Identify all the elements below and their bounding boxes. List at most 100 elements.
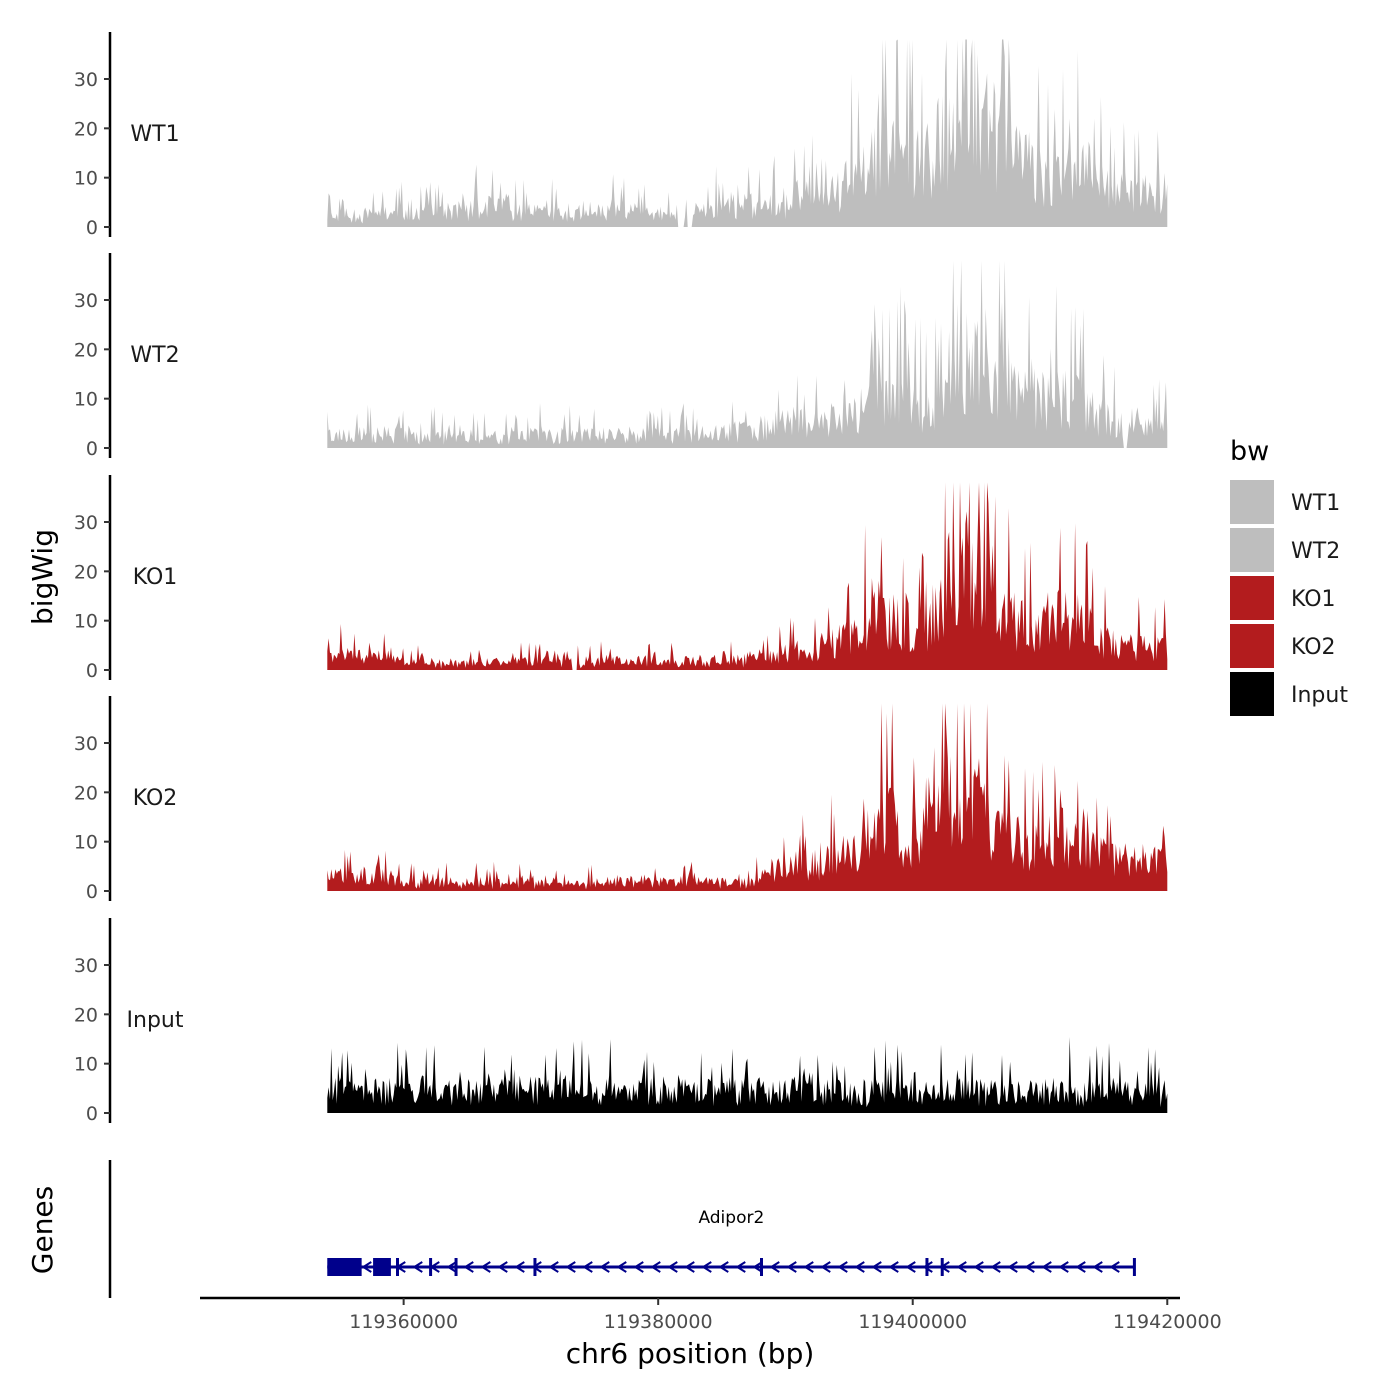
- track-label-input: Input: [127, 1008, 184, 1033]
- legend-key-ko2: [1230, 624, 1274, 668]
- strand-arrow: [1041, 1261, 1052, 1273]
- strand-arrow: [888, 1261, 899, 1273]
- signal-area-ko2: [327, 703, 1168, 891]
- strand-arrow: [446, 1261, 457, 1273]
- strand-arrow: [548, 1261, 559, 1273]
- signal-area-wt2: [327, 260, 1168, 448]
- x-tick-label: 119400000: [858, 1311, 967, 1333]
- y-tick-label: 30: [74, 955, 98, 977]
- strand-arrow: [735, 1261, 746, 1273]
- legend-title: bw: [1230, 436, 1269, 467]
- signal-area-ko1: [327, 482, 1168, 670]
- strand-arrow: [514, 1261, 525, 1273]
- strand-arrow: [531, 1261, 542, 1273]
- strand-arrow: [905, 1261, 916, 1273]
- strand-arrow: [463, 1261, 474, 1273]
- y-tick-label: 30: [74, 69, 98, 91]
- gene-exon: [454, 1258, 458, 1276]
- strand-arrow: [1058, 1261, 1069, 1273]
- strand-arrow: [956, 1261, 967, 1273]
- y-tick-label: 30: [74, 512, 98, 534]
- x-tick-label: 119420000: [1113, 1311, 1222, 1333]
- legend-key-wt1: [1230, 480, 1274, 524]
- strand-arrow: [1024, 1261, 1035, 1273]
- strand-arrow: [871, 1261, 882, 1273]
- strand-arrow: [582, 1261, 593, 1273]
- x-axis-title: chr6 position (bp): [566, 1337, 815, 1370]
- gene-exon: [925, 1258, 929, 1276]
- legend-key-input: [1230, 672, 1274, 716]
- legend-label-ko2: KO2: [1291, 635, 1336, 660]
- y-tick-label: 10: [74, 389, 98, 411]
- y-tick-label: 10: [74, 1054, 98, 1076]
- y-tick-label: 20: [74, 561, 98, 583]
- strand-arrow: [837, 1261, 848, 1273]
- strand-arrow: [565, 1261, 576, 1273]
- y-tick-label: 10: [74, 611, 98, 633]
- strand-arrow: [701, 1261, 712, 1273]
- y-tick-label: 0: [86, 438, 98, 460]
- legend-label-input: Input: [1291, 683, 1348, 708]
- x-axis: 119360000 119380000 119400000 119420000: [200, 1296, 1222, 1333]
- strand-arrow: [684, 1261, 695, 1273]
- strand-arrow: [752, 1261, 763, 1273]
- track-ko2: 0 10 20 30 KO2: [74, 696, 1168, 903]
- y-axis-title: bigWig: [26, 529, 59, 625]
- gene-exon: [940, 1258, 944, 1276]
- strand-arrow: [803, 1261, 814, 1273]
- gene-label: Adipor2: [698, 1208, 764, 1228]
- track-input: 0 10 20 30 Input: [74, 918, 1168, 1125]
- strand-arrow: [497, 1261, 508, 1273]
- track-wt2: 0 10 20 30 WT2: [74, 253, 1168, 460]
- legend-label-wt1: WT1: [1291, 491, 1340, 516]
- y-tick-label: 0: [86, 881, 98, 903]
- y-tick-label: 10: [74, 832, 98, 854]
- genes-track: Adipor2: [108, 1160, 1136, 1298]
- strand-arrow: [1075, 1261, 1086, 1273]
- legend-key-wt2: [1230, 528, 1274, 572]
- gene-exon: [533, 1258, 537, 1276]
- strand-arrow: [1092, 1261, 1103, 1273]
- track-label-ko1: KO1: [133, 565, 178, 590]
- y-tick-label: 0: [86, 660, 98, 682]
- y-tick-label: 20: [74, 339, 98, 361]
- strand-arrow: [922, 1261, 933, 1273]
- strand-arrow: [633, 1261, 644, 1273]
- track-label-ko2: KO2: [133, 786, 178, 811]
- track-wt1: 0 10 20 30 WT1: [74, 32, 1168, 239]
- genes-track-title: Genes: [26, 1186, 59, 1274]
- strand-arrow: [769, 1261, 780, 1273]
- y-tick-label: 0: [86, 217, 98, 239]
- signal-area-wt1: [327, 39, 1168, 227]
- strand-arrow: [1007, 1261, 1018, 1273]
- y-tick-label: 30: [74, 733, 98, 755]
- legend-key-ko1: [1230, 576, 1274, 620]
- strand-arrow: [718, 1261, 729, 1273]
- strand-arrow: [973, 1261, 984, 1273]
- y-tick-label: 0: [86, 1103, 98, 1125]
- strand-arrow: [650, 1261, 661, 1273]
- legend: WT1 WT2 KO1 KO2 Input: [1230, 480, 1348, 716]
- x-tick-label: 119380000: [604, 1311, 713, 1333]
- strand-arrow: [990, 1261, 1001, 1273]
- gene-exon: [327, 1258, 362, 1276]
- y-tick-label: 30: [74, 290, 98, 312]
- strand-arrow: [786, 1261, 797, 1273]
- legend-label-wt2: WT2: [1291, 539, 1340, 564]
- y-tick-label: 10: [74, 168, 98, 190]
- x-tick-label: 119360000: [349, 1311, 458, 1333]
- strand-arrow: [616, 1261, 627, 1273]
- strand-arrow: [361, 1261, 372, 1273]
- track-label-wt1: WT1: [130, 122, 179, 147]
- gene-exon: [373, 1258, 391, 1276]
- signal-area-input: [327, 1037, 1168, 1113]
- gene-exon: [1132, 1258, 1136, 1276]
- gene-exon: [429, 1258, 433, 1276]
- strand-arrow: [1109, 1261, 1120, 1273]
- y-tick-label: 20: [74, 782, 98, 804]
- strand-arrow: [820, 1261, 831, 1273]
- strand-arrow: [480, 1261, 491, 1273]
- y-tick-label: 20: [74, 118, 98, 140]
- strand-arrow: [854, 1261, 865, 1273]
